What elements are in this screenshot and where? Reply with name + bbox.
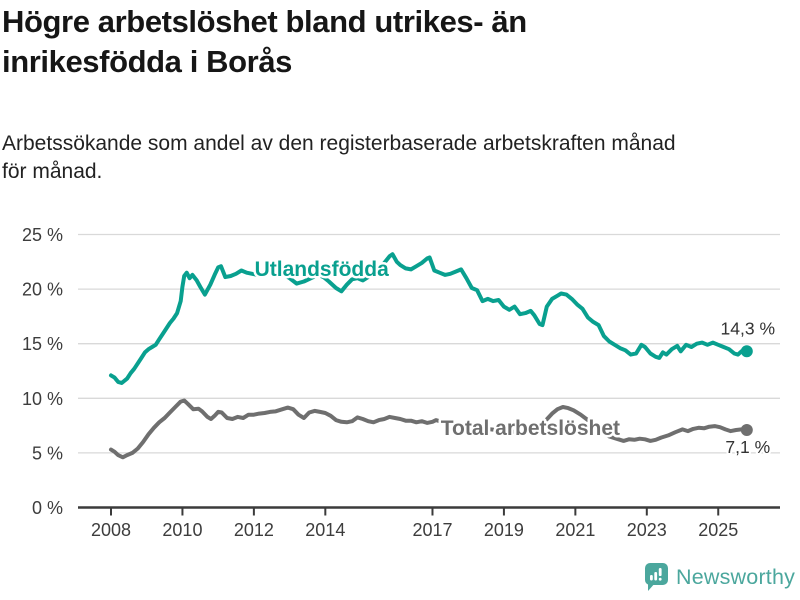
x-tick-label: 2025 bbox=[698, 520, 738, 540]
chart-title: Högre arbetslöshet bland utrikes- än inr… bbox=[2, 4, 527, 79]
series-line-utlandsfodda bbox=[109, 252, 749, 385]
series-line-total-arbetsloshet bbox=[109, 398, 749, 460]
series-label-utlandsfodda: Utlandsfödda bbox=[255, 258, 389, 281]
x-tick-label: 2019 bbox=[484, 520, 524, 540]
chart-subtitle: Arbetssökande som andel av den registerb… bbox=[2, 132, 676, 183]
x-tick-label: 2010 bbox=[162, 520, 202, 540]
series-label-total-arbetsloshet: Total arbetslöshet bbox=[441, 417, 620, 440]
y-tick-label: 10 % bbox=[22, 389, 63, 409]
x-tick-label: 2017 bbox=[412, 520, 452, 540]
end-value-label-total-arbetsloshet: 7,1 % bbox=[725, 437, 770, 457]
y-tick-label: 5 % bbox=[32, 443, 63, 463]
newsworthy-brand: Newsworthy bbox=[644, 562, 795, 592]
x-tick-label: 2021 bbox=[555, 520, 595, 540]
logo-bar-icon bbox=[650, 575, 653, 581]
x-tick-label: 2014 bbox=[305, 520, 345, 540]
end-value-label-utlandsfodda: 14,3 % bbox=[721, 318, 775, 338]
y-tick-label: 0 % bbox=[32, 498, 63, 518]
x-tick-label: 2023 bbox=[627, 520, 667, 540]
x-tick-label: 2012 bbox=[234, 520, 274, 540]
logo-exclamation-icon bbox=[658, 568, 662, 576]
logo-bar-icon bbox=[654, 572, 658, 581]
series-end-dot-total-arbetsloshet bbox=[740, 424, 753, 436]
series-end-dot-utlandsfodda bbox=[740, 345, 753, 358]
newsworthy-logo-icon bbox=[645, 563, 668, 591]
y-tick-label: 25 % bbox=[22, 225, 63, 245]
newsworthy-wordmark: Newsworthy bbox=[676, 564, 796, 589]
x-tick-label: 2008 bbox=[91, 520, 131, 540]
logo-exclamation-dot-icon bbox=[658, 577, 662, 581]
y-tick-label: 15 % bbox=[22, 334, 63, 354]
y-tick-label: 20 % bbox=[22, 280, 63, 300]
